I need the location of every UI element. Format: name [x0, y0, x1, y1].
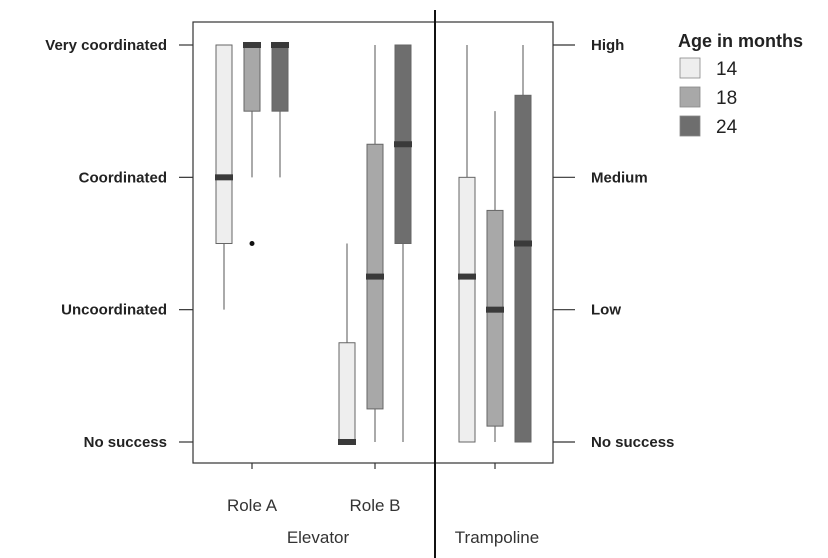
median-bar: [215, 174, 233, 181]
legend-label-24: 24: [716, 117, 738, 138]
outlier-point: [249, 241, 255, 246]
box-role-a-24: [271, 42, 289, 178]
x-category-label: Role A: [227, 496, 278, 515]
y-tick-label-right: Medium: [591, 169, 648, 186]
legend-label-14: 14: [716, 59, 738, 80]
median-bar: [458, 273, 476, 280]
box-body: [514, 94, 532, 443]
box-body: [215, 44, 233, 244]
median-bar: [271, 42, 289, 48]
median-bar: [394, 141, 412, 148]
box-body: [338, 342, 356, 443]
y-tick-label-right: Low: [591, 302, 621, 319]
legend-label-18: 18: [716, 88, 737, 109]
box-body: [243, 44, 261, 112]
median-bar: [486, 306, 504, 313]
legend-swatch-18: [679, 86, 701, 108]
median-bar: [514, 240, 532, 247]
x-category-label: Role B: [349, 496, 400, 515]
panel-label: Trampoline: [455, 528, 539, 547]
legend-swatch-24: [679, 115, 701, 137]
y-tick-label-left: Coordinated: [79, 169, 167, 186]
box-role-a-18: [243, 42, 261, 246]
box-role-a-14: [215, 44, 233, 310]
panel-label: Elevator: [287, 528, 350, 547]
legend-swatch-14: [679, 57, 701, 79]
legend-title: Age in months: [678, 31, 803, 51]
y-tick-label-left: Uncoordinated: [61, 302, 167, 319]
median-bar: [243, 42, 261, 48]
y-tick-label-right: High: [591, 37, 624, 54]
median-bar: [338, 439, 356, 445]
box-trampoline-14: [458, 45, 476, 443]
median-bar: [366, 273, 384, 280]
y-tick-label-right: No success: [591, 434, 674, 451]
box-role-b-14: [338, 243, 356, 445]
y-tick-label-left: Very coordinated: [45, 37, 167, 54]
box-body: [458, 176, 476, 443]
y-tick-label-left: No success: [84, 434, 167, 451]
plot-frame: [192, 21, 554, 464]
box-trampoline-18: [486, 111, 504, 442]
box-body: [271, 44, 289, 112]
box-role-b-18: [366, 45, 384, 442]
box-role-b-24: [394, 44, 412, 442]
box-trampoline-24: [514, 45, 532, 443]
box-body: [486, 209, 504, 427]
